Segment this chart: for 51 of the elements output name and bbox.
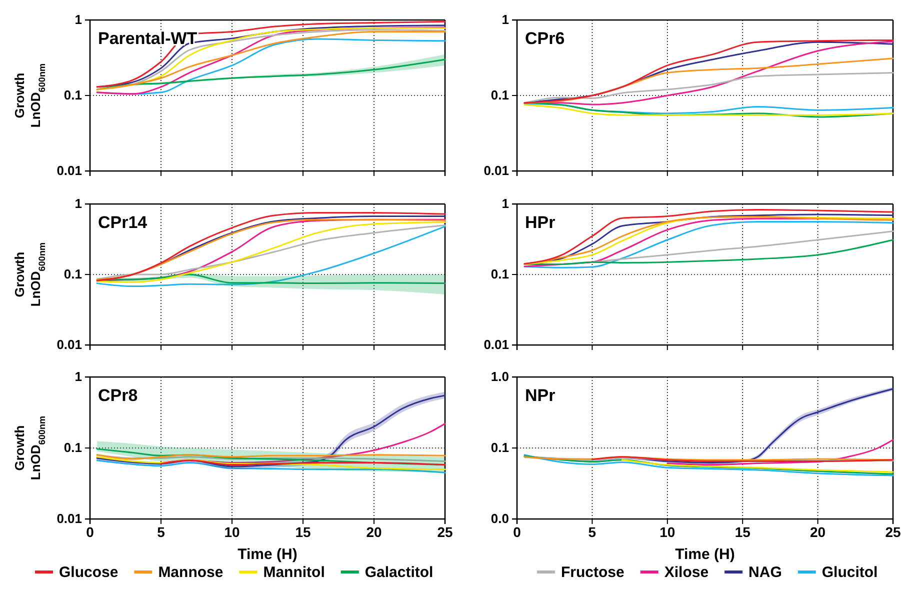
y-tick-label: 1	[502, 196, 509, 212]
y-tick-label: 0.1	[490, 88, 509, 103]
y-tick-label: 0.01	[56, 511, 82, 526]
x-tick-label: 25	[437, 524, 453, 540]
y-tick-label: 0.1	[64, 266, 82, 282]
text: HPr	[525, 213, 556, 232]
x-tick-label: 15	[295, 524, 311, 540]
y-tick-label: 0.1	[64, 440, 82, 456]
legend-label: Glucose	[59, 564, 118, 581]
y-tick-label: 1	[74, 369, 82, 384]
y-tick-label: 0.01	[56, 163, 82, 178]
x-tick-label: 5	[588, 524, 596, 540]
x-tick-label: 15	[734, 524, 751, 540]
legend-label: Fructose	[561, 564, 624, 581]
text: CPr8	[98, 386, 138, 405]
y-tick-label: 1	[74, 12, 82, 28]
y-tick-label: 1.0	[490, 369, 509, 384]
legend-label: Galactitol	[364, 564, 434, 581]
x-axis-title: Time (H)	[675, 546, 735, 563]
y-tick-label: 0.01	[484, 337, 509, 352]
legend-label: Xilose	[664, 564, 709, 581]
line-series	[96, 460, 446, 474]
x-tick-label: 10	[660, 524, 676, 540]
x-tick-label: 10	[224, 524, 240, 540]
x-tick-label: 0	[513, 524, 522, 540]
x-tick-label: 20	[810, 524, 826, 540]
text: CPr6	[525, 29, 565, 48]
line-series	[96, 456, 446, 470]
text: NPr	[525, 386, 556, 405]
legend-label: Glucitol	[822, 564, 878, 581]
y-tick-label: 1	[502, 12, 509, 28]
line-series	[666, 439, 894, 466]
line-series	[524, 239, 894, 265]
x-tick-label: 25	[885, 524, 901, 540]
legend-label: Mannose	[158, 564, 224, 581]
line-series	[524, 72, 894, 104]
x-axis-title: Time (H)	[238, 546, 298, 563]
y-tick-label: 0.01	[56, 337, 82, 352]
legend-label: Mannitol	[263, 564, 325, 581]
x-tick-label: 20	[366, 524, 382, 540]
legend-label: NAG	[748, 564, 782, 581]
text: CPr14	[98, 213, 148, 232]
y-tick-label: 0.1	[64, 88, 82, 103]
line-series	[622, 459, 894, 473]
y-tick-label: 0.1	[490, 266, 509, 282]
y-tick-label: 0.1	[490, 440, 509, 456]
y-tick-label: 0.0	[490, 511, 509, 526]
y-tick-label: 1	[74, 196, 82, 212]
y-tick-label: 0.01	[484, 163, 509, 178]
x-tick-label: 5	[157, 524, 166, 540]
x-tick-label: 0	[86, 524, 94, 540]
